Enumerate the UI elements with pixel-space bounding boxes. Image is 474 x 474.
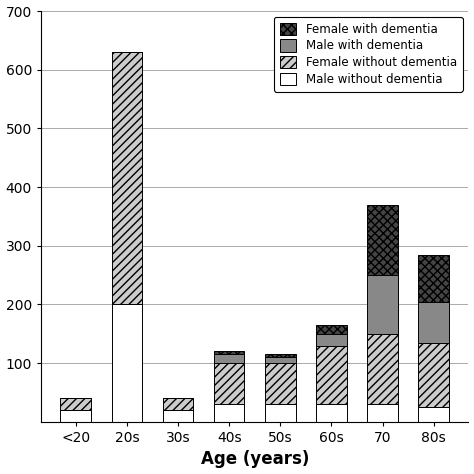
Bar	[111, 52, 142, 304]
Bar	[214, 404, 245, 422]
X-axis label: Age (years): Age (years)	[201, 450, 309, 468]
Bar	[367, 334, 398, 404]
Bar	[367, 404, 398, 422]
Bar	[367, 205, 398, 275]
Bar	[316, 325, 347, 334]
Bar	[316, 404, 347, 422]
Bar	[419, 301, 449, 343]
Bar	[214, 363, 245, 404]
Bar	[214, 351, 245, 355]
Bar	[60, 410, 91, 422]
Bar	[419, 343, 449, 407]
Bar	[419, 255, 449, 301]
Bar	[419, 407, 449, 422]
Bar	[163, 398, 193, 410]
Bar	[265, 363, 296, 404]
Bar	[265, 355, 296, 357]
Bar	[214, 355, 245, 363]
Legend: Female with dementia, Male with dementia, Female without dementia, Male without : Female with dementia, Male with dementia…	[273, 17, 463, 91]
Bar	[163, 410, 193, 422]
Bar	[60, 398, 91, 410]
Bar	[316, 346, 347, 404]
Bar	[265, 404, 296, 422]
Bar	[111, 304, 142, 422]
Bar	[265, 357, 296, 363]
Bar	[367, 275, 398, 334]
Bar	[316, 334, 347, 346]
